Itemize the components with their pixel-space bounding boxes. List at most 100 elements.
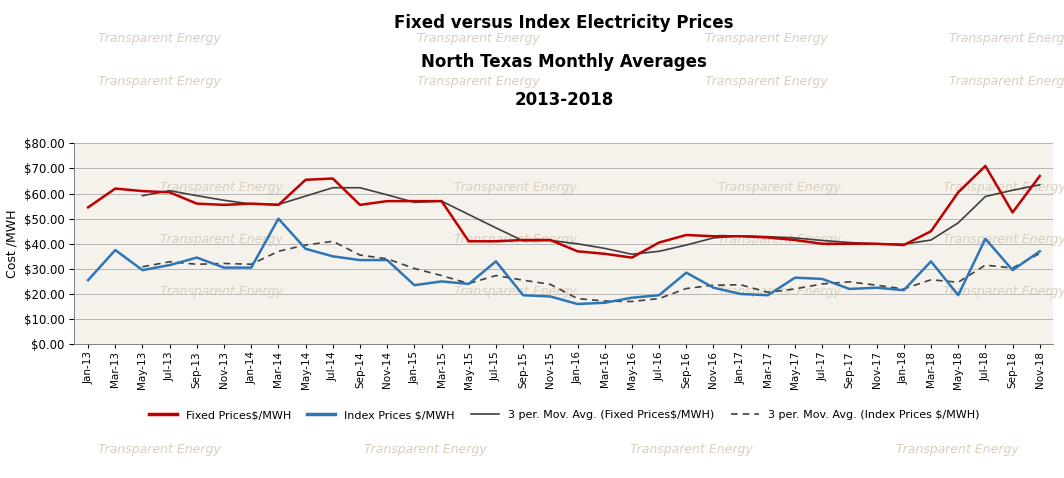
Text: Transparent Energy: Transparent Energy	[98, 443, 221, 456]
3 per. Mov. Avg. (Index Prices $/MWH)	[163, 259, 176, 265]
3 per. Mov. Avg. (Index Prices $/MWH)	[544, 282, 556, 287]
3 per. Mov. Avg. (Fixed Prices$/MWH)	[517, 238, 530, 244]
3 per. Mov. Avg. (Index Prices $/MWH)	[626, 299, 638, 304]
3 per. Mov. Avg. (Index Prices $/MWH)	[463, 281, 476, 286]
3 per. Mov. Avg. (Index Prices $/MWH)	[517, 277, 530, 283]
Text: Transparent Energy: Transparent Energy	[453, 181, 577, 194]
Text: Transparent Energy: Transparent Energy	[704, 75, 828, 88]
Line: Fixed Prices$/MWH: Fixed Prices$/MWH	[88, 166, 1040, 258]
Fixed Prices$/MWH	[870, 241, 883, 247]
Index Prices $/MWH	[680, 270, 693, 275]
Fixed Prices$/MWH	[843, 241, 855, 247]
Index Prices $/MWH	[299, 246, 312, 252]
Index Prices $/MWH	[517, 293, 530, 298]
Fixed Prices$/MWH	[517, 237, 530, 243]
3 per. Mov. Avg. (Fixed Prices$/MWH)	[626, 251, 638, 257]
Fixed Prices$/MWH	[82, 205, 95, 210]
Fixed Prices$/MWH	[299, 177, 312, 183]
Fixed Prices$/MWH	[680, 232, 693, 238]
Index Prices $/MWH	[109, 247, 121, 253]
Fixed Prices$/MWH	[1033, 173, 1046, 179]
3 per. Mov. Avg. (Fixed Prices$/MWH)	[897, 241, 910, 247]
3 per. Mov. Avg. (Fixed Prices$/MWH)	[925, 237, 937, 243]
3 per. Mov. Avg. (Fixed Prices$/MWH)	[136, 193, 149, 198]
3 per. Mov. Avg. (Index Prices $/MWH)	[571, 296, 584, 302]
Text: Transparent Energy: Transparent Energy	[364, 443, 487, 456]
Index Prices $/MWH	[163, 262, 176, 268]
Index Prices $/MWH	[1007, 267, 1019, 273]
Fixed Prices$/MWH	[136, 188, 149, 194]
Fixed Prices$/MWH	[218, 202, 231, 208]
Text: Transparent Energy: Transparent Energy	[453, 285, 577, 298]
Index Prices $/MWH	[897, 287, 910, 293]
Text: Transparent Energy: Transparent Energy	[718, 181, 841, 194]
Fixed Prices$/MWH	[652, 239, 665, 245]
3 per. Mov. Avg. (Index Prices $/MWH)	[489, 272, 502, 278]
Text: Transparent Energy: Transparent Energy	[943, 285, 1064, 298]
Text: Transparent Energy: Transparent Energy	[943, 181, 1064, 194]
3 per. Mov. Avg. (Index Prices $/MWH)	[897, 286, 910, 292]
Fixed Prices$/MWH	[762, 235, 775, 240]
Index Prices $/MWH	[435, 279, 448, 284]
Text: Transparent Energy: Transparent Energy	[943, 233, 1064, 246]
3 per. Mov. Avg. (Index Prices $/MWH)	[381, 256, 394, 262]
Index Prices $/MWH	[463, 281, 476, 287]
Fixed Prices$/MWH	[598, 251, 611, 257]
3 per. Mov. Avg. (Fixed Prices$/MWH)	[734, 233, 747, 239]
3 per. Mov. Avg. (Index Prices $/MWH)	[734, 282, 747, 288]
3 per. Mov. Avg. (Index Prices $/MWH)	[762, 290, 775, 295]
Index Prices $/MWH	[708, 285, 720, 291]
3 per. Mov. Avg. (Index Prices $/MWH)	[299, 242, 312, 248]
3 per. Mov. Avg. (Fixed Prices$/MWH)	[544, 238, 556, 243]
Fixed Prices$/MWH	[708, 233, 720, 239]
Text: Transparent Energy: Transparent Energy	[949, 32, 1064, 45]
Line: 3 per. Mov. Avg. (Fixed Prices$/MWH): 3 per. Mov. Avg. (Fixed Prices$/MWH)	[143, 185, 1040, 254]
Fixed Prices$/MWH	[925, 228, 937, 234]
Index Prices $/MWH	[762, 293, 775, 298]
Index Prices $/MWH	[82, 277, 95, 283]
3 per. Mov. Avg. (Index Prices $/MWH)	[680, 286, 693, 292]
Fixed Prices$/MWH	[463, 239, 476, 244]
Index Prices $/MWH	[870, 285, 883, 291]
Fixed Prices$/MWH	[979, 163, 992, 169]
Index Prices $/MWH	[245, 265, 257, 271]
Index Prices $/MWH	[816, 276, 829, 282]
3 per. Mov. Avg. (Fixed Prices$/MWH)	[1033, 182, 1046, 188]
Text: 2013-2018: 2013-2018	[514, 91, 614, 109]
3 per. Mov. Avg. (Fixed Prices$/MWH)	[843, 239, 855, 245]
3 per. Mov. Avg. (Fixed Prices$/MWH)	[408, 199, 420, 205]
3 per. Mov. Avg. (Index Prices $/MWH)	[218, 261, 231, 266]
3 per. Mov. Avg. (Index Prices $/MWH)	[843, 279, 855, 285]
3 per. Mov. Avg. (Fixed Prices$/MWH)	[952, 220, 965, 226]
Fixed Prices$/MWH	[353, 202, 366, 208]
3 per. Mov. Avg. (Index Prices $/MWH)	[408, 266, 420, 272]
3 per. Mov. Avg. (Fixed Prices$/MWH)	[979, 194, 992, 199]
3 per. Mov. Avg. (Fixed Prices$/MWH)	[489, 225, 502, 231]
Text: Fixed versus Index Electricity Prices: Fixed versus Index Electricity Prices	[394, 14, 734, 33]
3 per. Mov. Avg. (Fixed Prices$/MWH)	[163, 188, 176, 194]
3 per. Mov. Avg. (Index Prices $/MWH)	[435, 272, 448, 278]
Text: Transparent Energy: Transparent Energy	[417, 75, 541, 88]
Index Prices $/MWH	[652, 293, 665, 298]
3 per. Mov. Avg. (Index Prices $/MWH)	[245, 261, 257, 267]
Fixed Prices$/MWH	[816, 241, 829, 247]
Line: Index Prices $/MWH: Index Prices $/MWH	[88, 219, 1040, 304]
Text: Transparent Energy: Transparent Energy	[630, 443, 753, 456]
3 per. Mov. Avg. (Index Prices $/MWH)	[1033, 250, 1046, 256]
Text: Transparent Energy: Transparent Energy	[160, 181, 283, 194]
3 per. Mov. Avg. (Fixed Prices$/MWH)	[870, 241, 883, 247]
Index Prices $/MWH	[136, 267, 149, 273]
Fixed Prices$/MWH	[272, 202, 285, 208]
Fixed Prices$/MWH	[626, 255, 638, 261]
Text: Transparent Energy: Transparent Energy	[718, 233, 841, 246]
3 per. Mov. Avg. (Index Prices $/MWH)	[327, 239, 339, 244]
Fixed Prices$/MWH	[381, 198, 394, 204]
3 per. Mov. Avg. (Fixed Prices$/MWH)	[327, 185, 339, 191]
Index Prices $/MWH	[544, 293, 556, 299]
Index Prices $/MWH	[353, 257, 366, 263]
3 per. Mov. Avg. (Fixed Prices$/MWH)	[816, 238, 829, 243]
3 per. Mov. Avg. (Index Prices $/MWH)	[190, 261, 203, 267]
Fixed Prices$/MWH	[489, 239, 502, 244]
3 per. Mov. Avg. (Index Prices $/MWH)	[353, 252, 366, 258]
Text: Transparent Energy: Transparent Energy	[896, 443, 1019, 456]
